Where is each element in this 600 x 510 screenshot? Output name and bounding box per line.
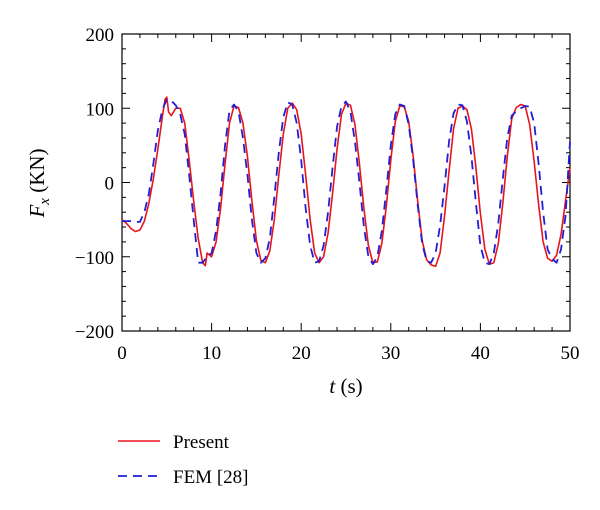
x-axis-label: t (s) bbox=[329, 374, 362, 398]
series-lines bbox=[121, 96, 571, 268]
legend: Present FEM [28] bbox=[118, 432, 248, 488]
x-tick-label: 0 bbox=[117, 343, 127, 364]
x-axis-variable: t bbox=[329, 374, 336, 398]
y-tick-label: 0 bbox=[105, 174, 115, 195]
x-tick-label: 30 bbox=[381, 343, 400, 364]
x-axis-unit: (s) bbox=[335, 374, 362, 398]
series-present-line bbox=[121, 96, 571, 268]
x-tick-label: 10 bbox=[202, 343, 221, 364]
axis-ticks bbox=[121, 33, 571, 332]
legend-present-label: Present bbox=[173, 432, 230, 453]
y-tick-label: −200 bbox=[75, 322, 114, 343]
x-tick-label: 20 bbox=[292, 343, 311, 364]
plot-frame bbox=[121, 33, 571, 332]
x-tick-label: 40 bbox=[471, 343, 490, 364]
y-tick-label: 200 bbox=[86, 25, 115, 46]
y-tick-label: −100 bbox=[75, 248, 114, 269]
y-axis-variable: F bbox=[25, 205, 49, 219]
tick-labels: 0 10 20 30 40 50 −200 −100 0 100 200 bbox=[75, 25, 580, 364]
x-tick-label: 50 bbox=[561, 343, 580, 364]
legend-fem-label: FEM [28] bbox=[173, 467, 248, 488]
y-axis-label: Fx (KN) bbox=[25, 148, 53, 218]
y-tick-label: 100 bbox=[86, 99, 115, 120]
series-fem-line bbox=[122, 98, 571, 266]
y-axis-unit: (KN) bbox=[25, 148, 49, 198]
y-axis-subscript: x bbox=[37, 198, 53, 206]
